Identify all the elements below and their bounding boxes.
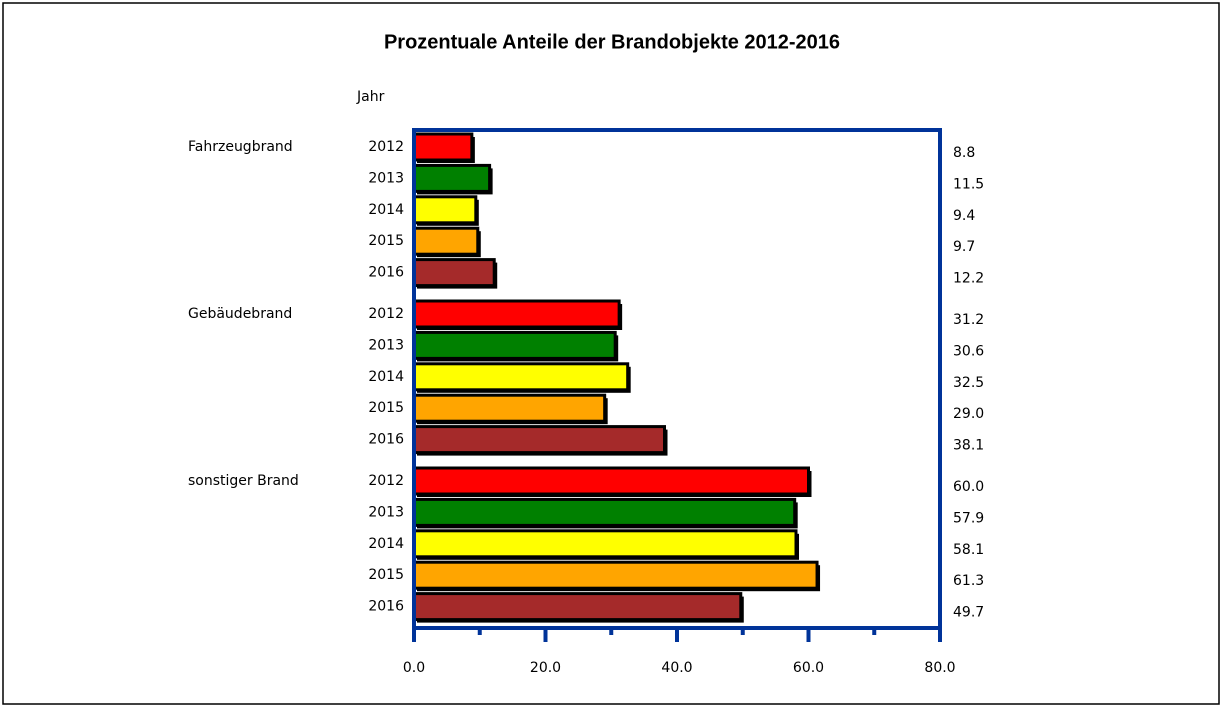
bar xyxy=(412,393,607,423)
year-label: 2012 xyxy=(368,473,404,489)
year-label: 2013 xyxy=(368,170,404,186)
year-label: 2016 xyxy=(368,432,404,448)
year-label: 2015 xyxy=(368,567,404,583)
year-label: 2012 xyxy=(368,139,404,155)
value-label: 30.6 xyxy=(953,343,984,359)
group-label: sonstiger Brand xyxy=(188,473,299,489)
bar xyxy=(412,466,810,496)
bar xyxy=(412,132,474,162)
year-label: 2014 xyxy=(368,202,404,218)
year-label: 2016 xyxy=(368,265,404,281)
x-tick-label: 0.0 xyxy=(403,660,425,676)
value-label: 11.5 xyxy=(953,176,984,192)
value-label: 32.5 xyxy=(953,375,984,391)
value-label: 49.7 xyxy=(953,605,984,621)
value-label: 9.4 xyxy=(953,208,975,224)
year-label: 2015 xyxy=(368,400,404,416)
year-label: 2015 xyxy=(368,233,404,249)
value-label: 12.2 xyxy=(953,271,984,287)
value-label: 61.3 xyxy=(953,573,984,589)
group-label: Fahrzeugbrand xyxy=(188,139,293,155)
bar xyxy=(412,529,798,559)
chart-title: Prozentuale Anteile der Brandobjekte 201… xyxy=(384,31,840,53)
year-label: 2016 xyxy=(368,599,404,615)
value-label: 58.1 xyxy=(953,542,984,558)
year-label: 2012 xyxy=(368,306,404,322)
x-tick-label: 40.0 xyxy=(661,660,692,676)
bar xyxy=(412,163,492,193)
year-label: 2014 xyxy=(368,369,404,385)
bar xyxy=(412,425,667,455)
bar xyxy=(412,226,480,256)
bar xyxy=(412,195,478,225)
year-label: 2014 xyxy=(368,536,404,552)
value-label: 31.2 xyxy=(953,312,984,328)
x-tick-label: 60.0 xyxy=(793,660,824,676)
value-label: 9.7 xyxy=(953,239,975,255)
year-label: 2013 xyxy=(368,337,404,353)
bar xyxy=(412,258,496,288)
value-label: 29.0 xyxy=(953,406,984,422)
value-label: 57.9 xyxy=(953,510,984,526)
bar xyxy=(412,592,743,622)
bar xyxy=(412,299,621,329)
bar xyxy=(412,497,797,527)
value-label: 8.8 xyxy=(953,145,975,161)
axis-label: Jahr xyxy=(356,89,385,105)
bar xyxy=(412,560,819,590)
value-label: 60.0 xyxy=(953,479,984,495)
year-label: 2013 xyxy=(368,504,404,520)
bar xyxy=(412,362,630,392)
group-label: Gebäudebrand xyxy=(188,306,292,322)
x-tick-label: 80.0 xyxy=(924,660,955,676)
value-label: 38.1 xyxy=(953,438,984,454)
bar xyxy=(412,330,617,360)
x-tick-label: 20.0 xyxy=(530,660,561,676)
